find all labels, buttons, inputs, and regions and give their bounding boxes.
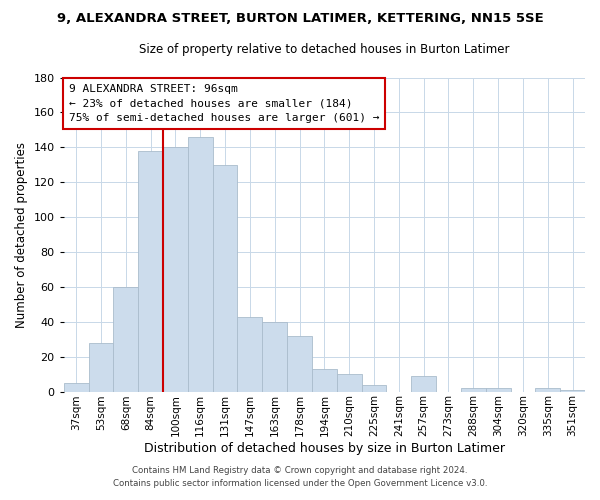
Bar [337, 374, 362, 392]
Text: 9, ALEXANDRA STREET, BURTON LATIMER, KETTERING, NN15 5SE: 9, ALEXANDRA STREET, BURTON LATIMER, KET… [56, 12, 544, 26]
Bar [560, 390, 585, 392]
Bar [64, 383, 89, 392]
Bar [113, 287, 138, 392]
X-axis label: Distribution of detached houses by size in Burton Latimer: Distribution of detached houses by size … [144, 442, 505, 455]
Text: 9 ALEXANDRA STREET: 96sqm
← 23% of detached houses are smaller (184)
75% of semi: 9 ALEXANDRA STREET: 96sqm ← 23% of detac… [69, 84, 379, 124]
Bar [312, 369, 337, 392]
Bar [287, 336, 312, 392]
Bar [188, 137, 212, 392]
Title: Size of property relative to detached houses in Burton Latimer: Size of property relative to detached ho… [139, 42, 509, 56]
Bar [362, 384, 386, 392]
Bar [535, 388, 560, 392]
Bar [461, 388, 486, 392]
Bar [262, 322, 287, 392]
Y-axis label: Number of detached properties: Number of detached properties [15, 142, 28, 328]
Bar [486, 388, 511, 392]
Bar [212, 164, 238, 392]
Bar [163, 148, 188, 392]
Text: Contains HM Land Registry data © Crown copyright and database right 2024.
Contai: Contains HM Land Registry data © Crown c… [113, 466, 487, 487]
Bar [238, 316, 262, 392]
Bar [138, 151, 163, 392]
Bar [89, 342, 113, 392]
Bar [411, 376, 436, 392]
